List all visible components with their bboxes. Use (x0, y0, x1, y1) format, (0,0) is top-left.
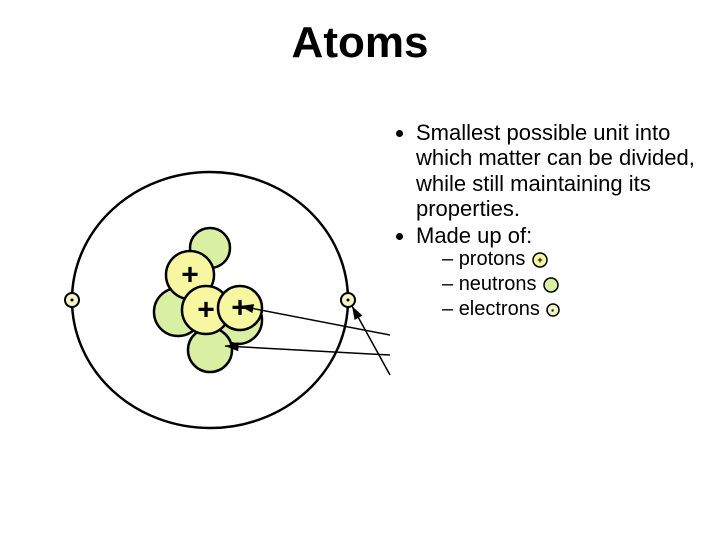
svg-text:+: + (181, 259, 199, 292)
sub-item-neutrons: neutrons (442, 273, 710, 296)
bullet-2-text: Made up of: (416, 223, 532, 248)
main-bullets: Smallest possible unit into which matter… (390, 120, 710, 321)
bullet-1: Smallest possible unit into which matter… (416, 120, 710, 221)
atom-svg: +++ (60, 160, 420, 440)
svg-text:+: + (231, 292, 249, 325)
bullet-2: Made up of: protons +neutrons electrons … (416, 223, 710, 321)
electron-icon: · (545, 302, 561, 318)
svg-text:+: + (537, 255, 542, 265)
sub-item-protons: protons + (442, 248, 710, 271)
sub-item-electrons: electrons · (442, 298, 710, 321)
sub-item-label: electrons (459, 298, 546, 320)
bullet-list: Smallest possible unit into which matter… (390, 120, 710, 323)
sub-item-label: neutrons (459, 273, 542, 295)
svg-text:·: · (551, 302, 556, 318)
neutron-icon (542, 276, 560, 294)
pointer-arrow (225, 346, 390, 355)
sub-bullets: protons +neutrons electrons · (416, 248, 710, 321)
proton-icon: + (531, 251, 549, 269)
page-title: Atoms (0, 18, 720, 68)
pointer-arrow (352, 306, 390, 375)
svg-text:+: + (197, 294, 215, 327)
sub-item-label: protons (459, 248, 531, 270)
atom-diagram: +++ (60, 160, 360, 440)
